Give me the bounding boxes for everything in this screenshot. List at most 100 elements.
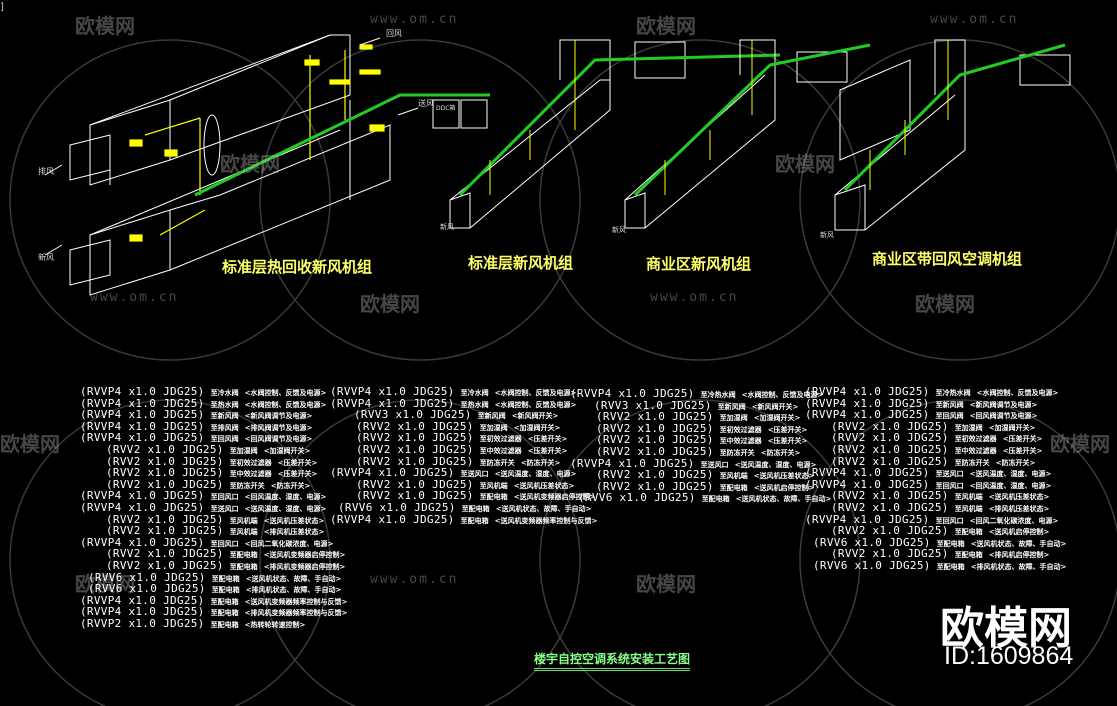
cable-spec: (RVVP4 x1.0 JDG25) — [80, 593, 205, 607]
cable-destination: 至中效过滤器 — [479, 446, 522, 455]
cable-description: <新风阀调节及电源> — [244, 412, 313, 421]
cable-row: (RVVP4 x1.0 JDG25) 至送风口 <送风温度、湿度、电源> — [805, 467, 1066, 479]
watermark-logo: 欧模网 — [360, 292, 420, 316]
cable-destination: 至风机端 — [229, 528, 258, 537]
cable-description: <排风机状态、故障、手自动> — [970, 562, 1067, 571]
cable-row: (RVVP4 x1.0 JDG25) 至冷水阀 <水阀控制、反馈及电源> — [80, 386, 347, 398]
watermark-logo: 欧模网 — [220, 152, 280, 176]
cable-destination: 至送风口 — [700, 460, 729, 469]
cable-row: (RVVP4 x1.0 JDG25) 至送风口 <送风温度、湿度、电源> — [570, 457, 831, 470]
cable-spec: (RVV2 x1.0 JDG25) — [596, 479, 714, 493]
cable-row: (RVV2 x1.0 JDG25) 至中效过滤器 <压差开关> — [80, 467, 347, 479]
cable-description: <压差开关> — [527, 435, 568, 444]
cable-row: (RVV6 x1.0 JDG25) 至配电箱 <送风机状态、故障、手自动> — [570, 492, 831, 504]
cable-row: (RVV2 x1.0 JDG25) 至加湿阀 <加湿阀开关> — [805, 419, 1066, 433]
cable-row: (RVVP4 x1.0 JDG25) 至热水阀 <水阀控制、反馈及电源> — [80, 397, 347, 410]
cable-destination: 至配电箱 — [229, 562, 258, 571]
cable-row: (RVV2 x1.0 JDG25) 至中效过滤器 <压差开关> — [330, 444, 597, 456]
brand-logo: 欧模网 — [940, 603, 1072, 654]
cable-destination: 至配电箱 — [210, 620, 239, 629]
cable-row: (RVV2 x1.0 JDG25) 至风机端 <送风机压差状态> — [80, 513, 347, 526]
cable-destination: 至防冻开关 — [719, 448, 755, 457]
watermark-arcs — [9, 39, 1117, 706]
cable-spec: (RVVP4 x1.0 JDG25) — [805, 408, 930, 422]
corner-mark: ] — [0, 2, 4, 13]
cable-destination: 至新风阀 — [935, 400, 964, 409]
cable-description: <水阀控制、反馈及电源> — [244, 400, 327, 409]
cable-description: <送风机变频器启停控制> — [263, 551, 346, 560]
cable-row: (RVV2 x1.0 JDG25) 至初效过滤器 <压差开关> — [570, 422, 831, 435]
cable-row: (RVVP4 x1.0 JDG25) 至热水阀 <水阀控制、反馈及电源> — [330, 397, 597, 410]
unit-commercial-return-ahu — [834, 39, 1071, 231]
cable-destination: 至配电箱 — [936, 562, 965, 571]
cable-destination: 至冷热水阀 — [935, 389, 971, 397]
cable-spec: (RVV2 x1.0 JDG25) — [356, 489, 474, 503]
cable-spec: (RVV2 x1.0 JDG25) — [356, 454, 474, 468]
cable-destination: 至冷水阀 — [460, 389, 489, 397]
cable-destination: 至回风口 — [935, 481, 964, 490]
cable-row: (RVV3 x1.0 JDG25) 至新风阀 <新风阀开关> — [330, 409, 597, 421]
cable-row: (RVVP4 x1.0 JDG25) 至回风口 <回风温度、湿度、电源> — [805, 478, 1066, 491]
watermark-logo: 欧模网 — [1050, 432, 1110, 456]
cable-description: <压差开关> — [767, 437, 808, 446]
cable-description: <防冻开关> — [520, 458, 561, 467]
label-return-air: 回风 — [386, 29, 402, 38]
cable-description: <新风阀开关> — [511, 412, 559, 421]
cable-row: (RVV6 x1.0 JDG25) 至配电箱 <排风机状态、故障、手自动> — [805, 560, 1066, 572]
cable-description: <水阀控制、反馈及电源> — [976, 389, 1059, 397]
cable-description: <压差开关> — [1002, 435, 1043, 444]
cable-description: <加湿阀开关> — [988, 423, 1036, 432]
cable-description: <送风机变频器启停控制> — [513, 493, 596, 502]
cable-description: <送风温度、湿度、电源> — [244, 504, 327, 513]
cable-row: (RVV2 x1.0 JDG25) 至配电箱 <排风机启停控制> — [805, 548, 1066, 560]
cable-destination: 至风机端 — [229, 516, 258, 525]
cable-destination: 至配电箱 — [479, 493, 508, 502]
cable-spec: (RVV6 x1.0 JDG25) — [88, 570, 206, 584]
cable-description: <排风机状态、故障、手自动> — [245, 586, 342, 595]
cable-row: (RVV2 x1.0 JDG25) 至中效过滤器 <压差开关> — [805, 444, 1066, 456]
cable-destination: 至加湿阀 — [479, 423, 508, 432]
cable-destination: 至新风阀 — [210, 412, 239, 421]
watermark-logo: 欧模网 — [75, 14, 135, 38]
cable-description: <排风机压差状态> — [263, 528, 325, 537]
cable-row: (RVVP4 x1.0 JDG25) 至配电箱 <送风机变频器频率控制与反馈> — [80, 593, 348, 607]
cable-destination: 至配电箱 — [954, 551, 983, 560]
unit2-sensors — [489, 40, 576, 195]
cable-description: <送风温度、湿度、电源> — [494, 470, 577, 479]
watermark-url: www.om.cn — [930, 12, 1019, 27]
cable-spec: (RVVP4 x1.0 JDG25) — [80, 419, 205, 433]
unit1-ddc-panel — [432, 99, 488, 129]
cable-description: <压差开关> — [277, 458, 318, 467]
cable-spec: (RVVP4 x1.0 JDG25) — [80, 535, 205, 549]
cable-destination: 至防冻开关 — [479, 458, 515, 467]
cable-destination: 至加湿阀 — [954, 423, 983, 432]
cable-description: <送风机变频器频率控制与反馈> — [244, 597, 348, 606]
cable-destination: 至加湿阀 — [229, 446, 258, 455]
cable-spec: (RVV3 x1.0 JDG25) — [354, 408, 472, 422]
cable-row: (RVV2 x1.0 JDG25) 至配电箱 <送风机变频器启停控制> — [80, 548, 347, 560]
cable-destination: 至热水阀 — [210, 400, 239, 409]
cable-destination: 至热水阀 — [460, 400, 489, 409]
cable-spec: (RVV2 x1.0 JDG25) — [106, 442, 224, 456]
cable-row: (RVV2 x1.0 JDG25) 至风机端 <排风机压差状态> — [805, 502, 1066, 514]
cable-description: <水阀控制、反馈及电源> — [494, 389, 577, 397]
cable-description: <水阀控制、反馈及电源> — [244, 389, 327, 397]
cable-spec: (RVV2 x1.0 JDG25) — [596, 410, 714, 424]
cable-row: (RVV2 x1.0 JDG25) 至加湿阀 <加湿阀开关> — [330, 420, 597, 433]
cable-spec: (RVV6 x1.0 JDG25) — [88, 582, 206, 596]
cable-row: (RVV2 x1.0 JDG25) 至加湿阀 <加湿阀开关> — [570, 411, 831, 423]
cable-destination: 至回风阀 — [210, 435, 239, 444]
unit3-sensors — [664, 40, 753, 195]
cable-spec: (RVV2 x1.0 JDG25) — [356, 442, 474, 456]
cable-description: <热转轮转速控制> — [244, 620, 306, 629]
cable-spec: (RVV2 x1.0 JDG25) — [831, 419, 949, 433]
cable-row: (RVV6 x1.0 JDG25) 至配电箱 <排风机状态、故障、手自动> — [80, 583, 347, 595]
cable-row: (RVV6 x1.0 JDG25) 至配电箱 <送风机状态、故障、手自动> — [805, 536, 1067, 549]
cable-row: (RVV2 x1.0 JDG25) 至配电箱 <送风机变频器启停控制> — [330, 490, 597, 502]
cable-spec: (RVV6 x1.0 JDG25) — [578, 491, 696, 505]
cable-spec: (RVV2 x1.0 JDG25) — [831, 442, 949, 456]
watermark-logo: 欧模网 — [775, 152, 835, 176]
cable-row: (RVVP4 x1.0 JDG25) 至送风口 <送风温度、湿度、电源> — [80, 502, 347, 514]
cable-description: <送风机状态、故障、手自动> — [970, 539, 1067, 548]
unit-title-3: 商业区新风机组 — [646, 255, 752, 273]
